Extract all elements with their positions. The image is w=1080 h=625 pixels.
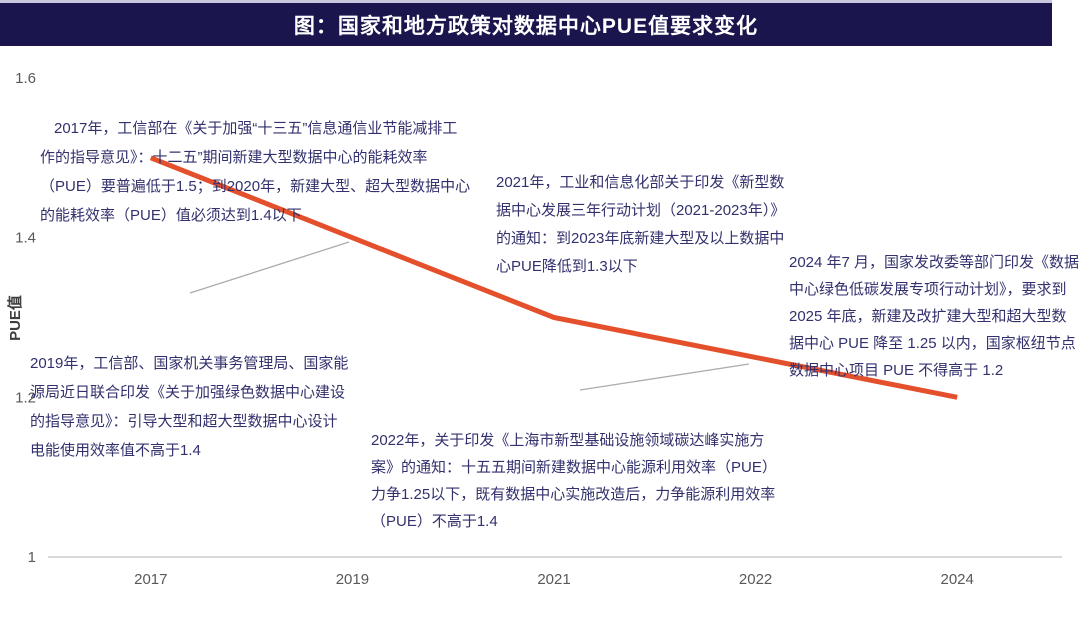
x-tick-label: 2019 <box>336 571 369 588</box>
x-tick-label: 2021 <box>537 571 570 588</box>
title-bar: 图：国家和地方政策对数据中心PUE值要求变化 <box>0 3 1052 46</box>
annotation-2024: 2024 年7 月，国家发改委等部门印发《数据中心绿色低碳发展专项行动计划》，要… <box>789 254 1080 379</box>
annotation-2019: 2019年，工信部、国家机关事务管理局、国家能源局近日联合印发《关于加强绿色数据… <box>30 355 349 459</box>
annotation-2021: 2021年，工业和信息化部关于印发《新型数据中心发展三年行动计划（2021-20… <box>496 174 786 275</box>
y-axis-title: PUE值 <box>7 295 24 341</box>
y-tick-label: 1.6 <box>15 70 36 87</box>
x-tick-label: 2022 <box>739 571 772 588</box>
chart-title: 图：国家和地方政策对数据中心PUE值要求变化 <box>293 14 759 38</box>
annotation-2022: 2022年，关于印发《上海市新型基础设施领域碳达峰实施方案》的通知：十五五期间新… <box>371 432 777 530</box>
annotation-callout-line <box>579 363 750 391</box>
y-tick-label: 1.4 <box>15 230 36 247</box>
annotation-2017: 2017年，工信部在《关于加强“十三五”信息通信业节能减排工作的指导意见》：十二… <box>40 120 471 224</box>
titlebar-accent-strip <box>0 0 1052 3</box>
annotation-callout-line <box>189 241 350 294</box>
x-tick-label: 2017 <box>134 571 167 588</box>
y-tick-label: 1 <box>28 549 36 566</box>
x-tick-label: 2024 <box>941 571 974 588</box>
